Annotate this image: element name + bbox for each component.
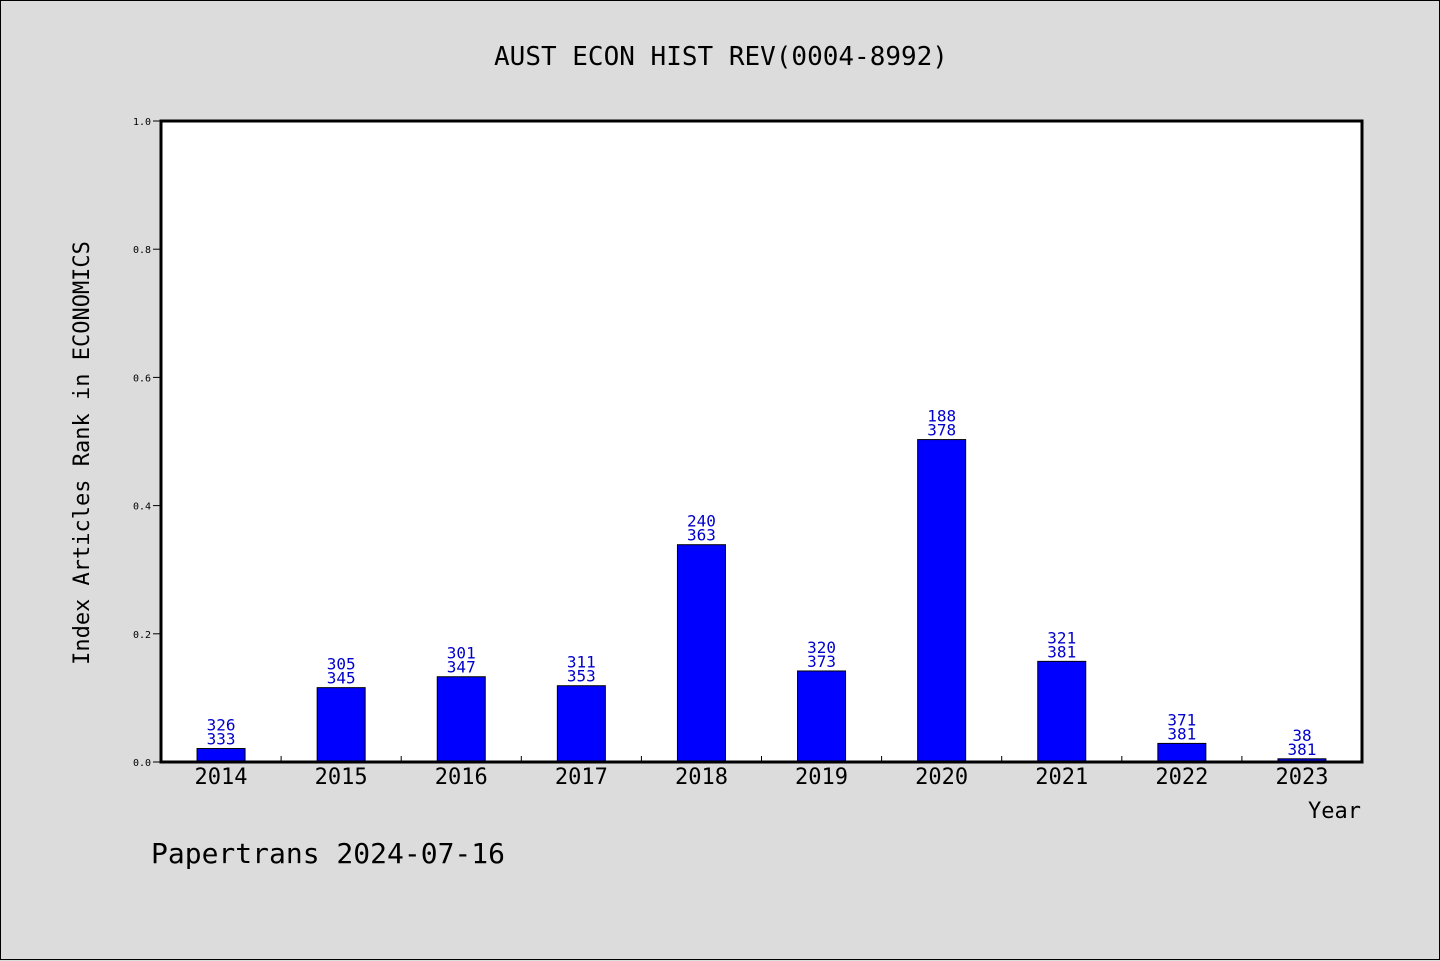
x-tick-label: 2017 [555, 765, 608, 790]
y-tick-label: 1.0 [133, 117, 151, 128]
bar-2015 [316, 687, 366, 763]
chart-title: AUST ECON HIST REV(0004-8992) [494, 42, 948, 72]
bar-label-total: 333 [207, 730, 236, 749]
bar-label-total: 345 [327, 669, 356, 688]
y-tick-label: 0.2 [133, 630, 151, 641]
bar-label-rank: 305 [327, 655, 356, 674]
bar-label-rank: 321 [1047, 628, 1076, 647]
bar-2021 [1037, 660, 1087, 763]
bar-label-rank: 240 [687, 512, 716, 531]
bar-label-total: 363 [687, 526, 716, 545]
bar-label-total: 381 [1287, 740, 1316, 759]
bar-label-total: 347 [447, 658, 476, 677]
bar-label-total: 381 [1167, 724, 1196, 743]
bar-label-rank: 38 [1292, 726, 1311, 745]
y-axis-label: Index Articles Rank in ECONOMICS [70, 241, 95, 665]
y-tick-label: 0.6 [133, 373, 151, 384]
x-axis-ticks: 2014 2015 2016 2017 2018 2019 2020 2021 2022 2023 [195, 756, 1328, 790]
bar-2020 [917, 439, 967, 763]
bar-2014 [196, 748, 246, 763]
bar-label-rank: 188 [927, 407, 956, 426]
bar-label-rank: 301 [447, 644, 476, 663]
bar-label-rank: 320 [807, 638, 836, 657]
x-tick-label: 2015 [315, 765, 368, 790]
bar-label-total: 378 [927, 421, 956, 440]
bar-2018 [676, 544, 726, 763]
y-tick-label: 0.8 [133, 245, 151, 256]
y-tick-label: 0.0 [133, 758, 151, 769]
x-tick-label: 2022 [1155, 765, 1208, 790]
bar-2017 [556, 685, 606, 763]
bar-2019 [797, 670, 847, 763]
bar-label-total: 381 [1047, 642, 1076, 661]
bar-label-total: 353 [567, 667, 596, 686]
plot-border [159, 119, 1364, 764]
x-tick-label: 2014 [195, 765, 248, 790]
x-tick-label: 2016 [435, 765, 488, 790]
bar-label-rank: 326 [207, 716, 236, 735]
bar-label-rank: 311 [567, 653, 596, 672]
bar-2022 [1157, 742, 1207, 763]
bar-2016 [436, 676, 486, 763]
x-tick-label: 2023 [1275, 765, 1328, 790]
plot-area [161, 121, 1362, 762]
y-tick-label: 0.4 [133, 502, 151, 513]
x-tick-label: 2018 [675, 765, 728, 790]
bars [196, 439, 1327, 763]
y-axis-ticks: 0.0 0.2 0.4 0.6 0.8 1.0 [133, 117, 161, 769]
x-tick-label: 2019 [795, 765, 848, 790]
x-tick-label: 2020 [915, 765, 968, 790]
x-tick-label: 2021 [1035, 765, 1088, 790]
bar-label-rank: 371 [1167, 710, 1196, 729]
footer-credit: Papertrans 2024-07-16 [151, 837, 505, 870]
bar-label-total: 373 [807, 652, 836, 671]
x-axis-label: Year [1308, 799, 1361, 824]
